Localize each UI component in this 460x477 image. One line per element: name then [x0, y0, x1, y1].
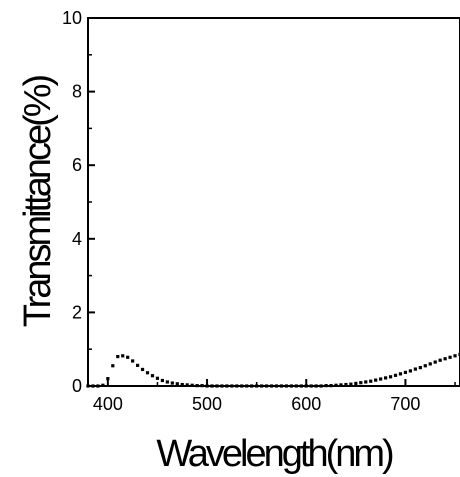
x-tick-label: 600: [291, 394, 321, 414]
data-point: [240, 384, 244, 388]
data-point: [264, 384, 269, 388]
data-point: [403, 370, 408, 374]
data-point: [369, 379, 373, 383]
data-point: [354, 381, 358, 386]
data-point: [304, 384, 308, 388]
data-point: [379, 377, 383, 381]
data-point: [349, 382, 353, 386]
y-tick-label: 0: [72, 376, 82, 396]
data-point: [319, 384, 323, 388]
y-tick-label: 2: [72, 302, 82, 322]
y-tick-label: 6: [72, 155, 82, 175]
plot-frame: [87, 17, 460, 387]
data-point: [384, 376, 388, 380]
data-point: [185, 383, 189, 387]
data-point: [458, 352, 460, 356]
data-point: [230, 384, 234, 388]
y-tick-label: 4: [72, 229, 82, 249]
data-point: [175, 382, 179, 386]
data-point: [339, 383, 343, 387]
data-point: [106, 377, 110, 381]
data-point: [388, 375, 393, 379]
data-point: [150, 374, 155, 378]
data-point: [269, 384, 274, 388]
data-point: [131, 359, 135, 363]
data-point: [433, 360, 437, 364]
data-point: [299, 384, 303, 388]
data-point: [155, 376, 160, 380]
data-point: [255, 384, 259, 388]
data-point: [220, 384, 224, 388]
data-point: [260, 384, 264, 388]
data-point: [180, 382, 184, 387]
data-point: [235, 384, 239, 388]
data-point: [309, 384, 313, 388]
data-point: [121, 354, 125, 358]
data-point: [443, 357, 447, 361]
data-point: [170, 381, 174, 385]
data-point: [279, 384, 284, 388]
data-point: [374, 378, 378, 382]
data-point: [200, 384, 204, 388]
data-point: [140, 367, 145, 372]
data-series: [86, 352, 460, 388]
data-point: [126, 355, 130, 359]
data-point: [274, 384, 279, 388]
data-point: [225, 384, 229, 388]
data-point: [86, 384, 90, 388]
data-point: [453, 354, 457, 358]
data-point: [408, 369, 412, 373]
data-point: [245, 384, 249, 388]
data-point: [413, 367, 417, 371]
x-tick-label: 400: [93, 394, 123, 414]
data-point: [418, 366, 422, 370]
data-point: [428, 362, 432, 366]
data-point: [329, 384, 333, 388]
data-point: [91, 384, 95, 388]
data-point: [364, 380, 368, 384]
data-point: [314, 384, 318, 388]
data-point: [101, 383, 105, 387]
data-point: [195, 384, 199, 388]
data-point: [438, 358, 442, 362]
data-point: [250, 384, 254, 388]
data-point: [334, 383, 338, 387]
data-point: [423, 364, 427, 368]
data-point: [393, 373, 398, 377]
data-point: [294, 384, 298, 388]
x-axis-ticks: 400 500 600 700: [93, 379, 456, 414]
data-point: [215, 384, 219, 388]
data-point: [145, 371, 150, 375]
y-tick-label: 8: [72, 82, 82, 102]
data-point: [116, 354, 120, 359]
data-point: [190, 383, 194, 387]
y-tick-label: 10: [62, 8, 82, 28]
data-point: [111, 364, 115, 368]
data-point: [289, 384, 293, 388]
data-point: [165, 380, 169, 384]
data-point: [210, 384, 214, 388]
data-point: [136, 363, 140, 367]
y-axis-ticks: 0 2 4 6 8 10: [62, 8, 95, 396]
data-point: [359, 381, 363, 385]
x-tick-label: 500: [192, 394, 222, 414]
data-point: [448, 355, 452, 359]
data-point: [324, 384, 328, 388]
data-point: [160, 378, 164, 383]
data-point: [398, 372, 403, 376]
data-point: [96, 384, 100, 388]
y-axis-label: Transmittance(%): [17, 75, 59, 327]
data-point: [205, 384, 209, 388]
data-point: [284, 384, 288, 388]
x-tick-label: 700: [390, 394, 420, 414]
x-axis-label: Wavelength(nm): [156, 433, 393, 475]
data-point: [344, 382, 348, 387]
